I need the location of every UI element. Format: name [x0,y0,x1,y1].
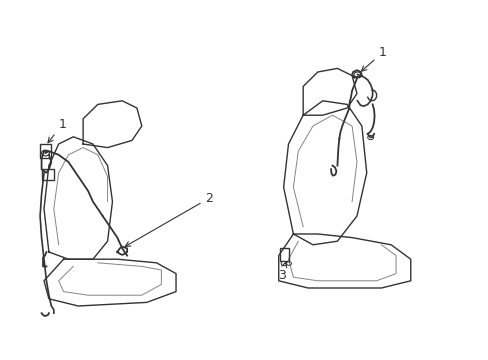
Circle shape [353,72,360,77]
Bar [279,248,288,261]
Text: 1: 1 [48,118,66,143]
Circle shape [41,150,49,156]
Bar [40,144,51,158]
Text: 1: 1 [361,46,386,71]
Circle shape [367,135,373,140]
Bar [41,169,54,180]
Text: 3: 3 [277,262,286,282]
Circle shape [281,261,286,266]
Text: 2: 2 [125,192,213,246]
Circle shape [286,262,291,265]
